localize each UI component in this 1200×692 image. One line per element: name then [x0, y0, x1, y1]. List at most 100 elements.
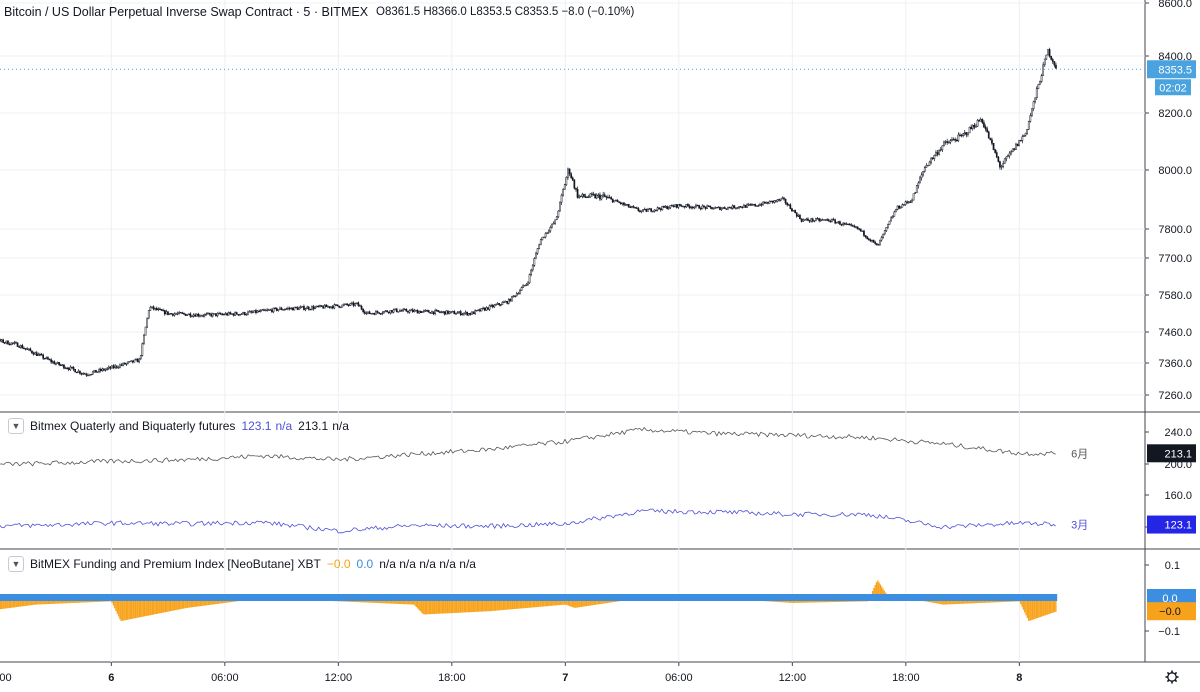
candle-body — [176, 313, 179, 315]
candle-body — [928, 161, 931, 166]
candle-body — [496, 303, 499, 305]
candle-body — [202, 315, 205, 317]
chevron-down-icon[interactable]: ▼ — [8, 418, 24, 434]
candle-body — [245, 314, 248, 316]
candle-body — [778, 199, 781, 201]
candle-body — [427, 310, 430, 313]
candle-body — [663, 205, 665, 208]
price-axis[interactable]: 8600.0 8400.0 8200.0 8000.0 7800.0 7700.0 7580… — [1145, 0, 1196, 638]
candle-body — [503, 301, 505, 304]
candle-body — [1031, 108, 1033, 116]
candle-body — [842, 222, 845, 225]
candle-body — [274, 307, 277, 310]
candle-body — [1032, 101, 1035, 109]
candle-body — [256, 310, 259, 313]
candle-body — [907, 201, 910, 203]
candle-body — [711, 207, 713, 210]
candle-body — [131, 360, 134, 363]
candle-body — [439, 311, 441, 313]
candle-body — [290, 307, 293, 309]
candle-body — [1029, 115, 1032, 122]
candle-body — [99, 369, 102, 371]
candle-body — [466, 311, 469, 316]
candle-body — [200, 315, 203, 317]
candle-body — [728, 206, 731, 209]
candle-body — [1048, 49, 1051, 57]
candle-body — [591, 193, 593, 195]
candle-body — [373, 313, 376, 315]
candle-body — [930, 157, 933, 163]
candle-body — [680, 205, 683, 207]
candle-body — [997, 156, 1000, 162]
candle-body — [21, 345, 24, 349]
candle-body — [517, 293, 520, 295]
countdown-badge — [1155, 79, 1191, 96]
candle-body — [549, 226, 552, 232]
candle-body — [589, 193, 592, 198]
price-tick-label: 8000.0 — [1158, 165, 1192, 177]
time-axis[interactable]: 18:00 6 06:00 12:00 18:00 7 06:00 12:00 18:00 8 — [0, 662, 1179, 684]
candle-body — [317, 305, 320, 308]
candle-body — [242, 312, 245, 315]
candle-body — [1055, 64, 1057, 69]
candle-body — [485, 307, 488, 311]
candle-body — [229, 312, 232, 314]
candle-body — [834, 219, 837, 224]
candle-body — [775, 200, 777, 202]
candle-body — [19, 345, 22, 348]
candle-body — [189, 313, 192, 317]
indicator1-name[interactable]: Bitmex Quaterly and Biquaterly futures — [30, 419, 236, 433]
candle-body — [2, 339, 5, 343]
candle-body — [688, 205, 691, 208]
candle-body — [797, 215, 800, 217]
candle-body — [885, 226, 888, 231]
candle-body — [39, 354, 41, 356]
candle-body — [557, 210, 560, 218]
candle-body — [464, 311, 467, 314]
candle-body — [280, 307, 283, 310]
candle-body — [181, 312, 184, 314]
candle-body — [538, 244, 541, 249]
candle-body — [925, 165, 928, 168]
candle-body — [922, 171, 925, 176]
indicator2-name[interactable]: BitMEX Funding and Premium Index [NeoBut… — [30, 557, 321, 571]
candle-body — [523, 285, 526, 287]
candle-body — [327, 306, 329, 308]
candle-body — [261, 309, 264, 311]
candle-body — [619, 202, 622, 205]
candle-body — [314, 306, 317, 310]
candle-body — [411, 309, 414, 312]
candle-body — [208, 312, 211, 315]
candle-body — [895, 209, 897, 213]
candle-body — [362, 308, 365, 312]
candle-body — [243, 312, 246, 316]
symbol-title[interactable]: Bitcoin / US Dollar Perpetual Inverse Sw… — [4, 5, 369, 19]
candle-body — [365, 312, 368, 315]
candle-body — [655, 209, 657, 211]
candle-body — [394, 308, 397, 311]
candle-body — [669, 205, 672, 209]
candle-body — [456, 312, 459, 314]
price-tick-label: 7260.0 — [1158, 390, 1192, 402]
candle-body — [58, 362, 61, 366]
gear-icon[interactable] — [1165, 670, 1179, 684]
candle-body — [661, 205, 664, 211]
candle-body — [947, 142, 950, 144]
candle-body — [357, 302, 360, 306]
indicator1-tick-label: 160.0 — [1164, 490, 1192, 502]
candle-body — [301, 306, 304, 308]
candle-body — [979, 119, 982, 122]
candle-body — [621, 202, 624, 205]
candle-body — [407, 311, 409, 313]
futures-line — [0, 427, 1056, 467]
candle-body — [463, 312, 465, 315]
candle-body — [459, 311, 462, 316]
chevron-down-icon[interactable]: ▼ — [8, 556, 24, 572]
candle-body — [674, 204, 677, 208]
candle-body — [690, 206, 693, 209]
candle-body — [72, 367, 75, 370]
candle-body — [768, 200, 771, 204]
candle-body — [397, 311, 400, 313]
candle-body — [987, 131, 990, 139]
